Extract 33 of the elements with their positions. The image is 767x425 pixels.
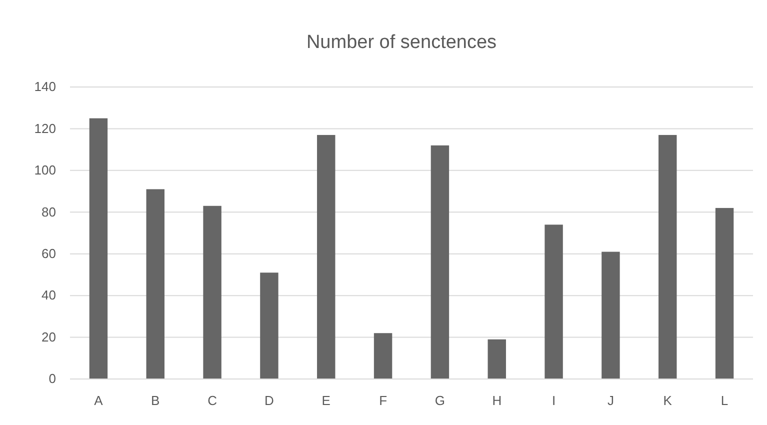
- y-tick-label: 40: [42, 288, 56, 303]
- x-tick-label: A: [94, 393, 104, 408]
- bar: [260, 272, 278, 379]
- bar: [374, 333, 392, 379]
- x-tick-label: K: [663, 393, 672, 408]
- x-tick-label: C: [208, 393, 217, 408]
- x-tick-label: D: [264, 393, 274, 408]
- y-tick-label: 80: [42, 204, 56, 220]
- y-tick-label: 120: [34, 120, 56, 136]
- bar: [203, 206, 222, 379]
- bar: [89, 118, 108, 379]
- bar: [488, 339, 506, 379]
- bar: [430, 145, 450, 379]
- y-tick-label: 20: [42, 329, 56, 344]
- x-tick-label: L: [720, 393, 728, 408]
- x-tick-label: G: [434, 393, 446, 408]
- chart-title: Number of senctences: [306, 32, 497, 53]
- x-tick-label: F: [379, 393, 388, 408]
- x-tick-label: E: [322, 393, 331, 408]
- y-tick-label: 60: [42, 246, 56, 262]
- x-tick-label: H: [492, 393, 502, 408]
- x-tick-label: B: [151, 393, 160, 408]
- y-tick-label: 100: [34, 162, 56, 178]
- bar: [602, 252, 620, 379]
- x-tick-label: J: [607, 393, 614, 408]
- bar: [715, 208, 734, 379]
- x-tick-label: I: [552, 393, 556, 408]
- bar: [317, 134, 336, 379]
- bar: [544, 224, 563, 379]
- bar: [146, 189, 164, 379]
- bar: [658, 134, 677, 379]
- y-tick-label: 140: [34, 79, 56, 94]
- y-tick-label: 0: [48, 371, 56, 386]
